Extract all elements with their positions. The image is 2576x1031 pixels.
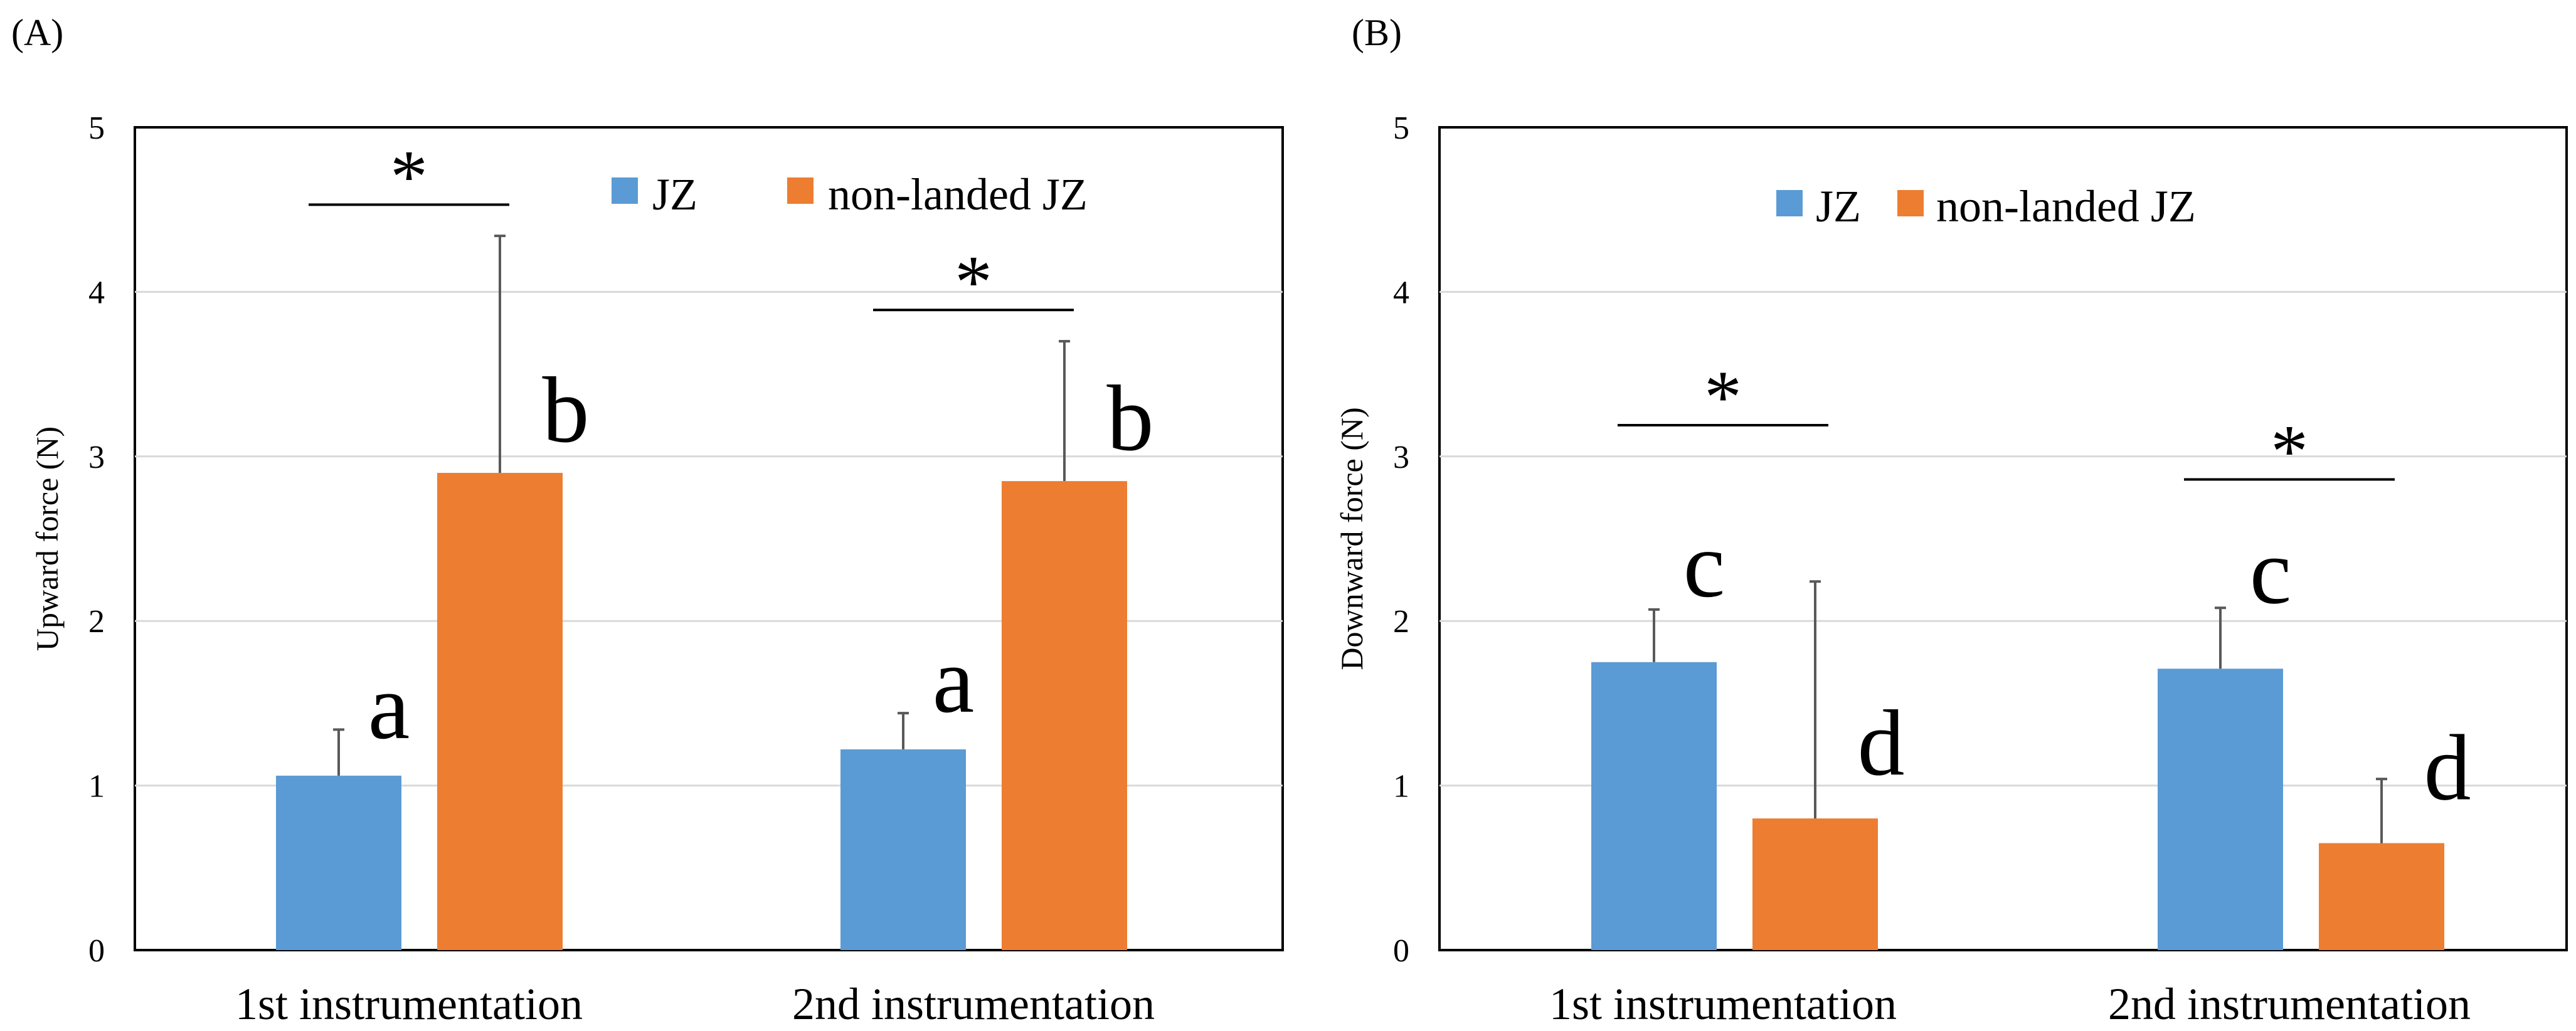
significance-letter: a bbox=[368, 655, 410, 759]
y-tick-label: 3 bbox=[1393, 440, 1409, 475]
legend-swatch-nonlanded-jz bbox=[1897, 190, 1924, 216]
bar-jz-1 bbox=[276, 775, 401, 950]
y-tick-label: 1 bbox=[88, 769, 105, 805]
legend-swatch-jz bbox=[1776, 190, 1803, 216]
bar-nonlanded-jz-1 bbox=[1752, 818, 1878, 950]
x-category-label: 2nd instrumentation bbox=[2108, 979, 2471, 1029]
y-tick-label: 1 bbox=[1393, 769, 1409, 805]
legend-label: non-landed JZ bbox=[828, 169, 1088, 219]
bar-nonlanded-jz-1 bbox=[437, 473, 563, 950]
x-category-label: 1st instrumentation bbox=[1549, 979, 1897, 1029]
y-tick-label: 0 bbox=[88, 933, 105, 969]
bar-jz-2 bbox=[2158, 669, 2283, 950]
y-axis-label: Downward force (N) bbox=[1334, 407, 1369, 670]
legend-label: non-landed JZ bbox=[1936, 181, 2196, 231]
x-category-label: 1st instrumentation bbox=[235, 979, 583, 1029]
significance-asterisk: * bbox=[955, 240, 992, 323]
bar-jz-1 bbox=[1591, 662, 1717, 950]
y-tick-label: 2 bbox=[1393, 604, 1409, 640]
legend-swatch-jz bbox=[612, 177, 638, 204]
y-tick-label: 3 bbox=[88, 440, 105, 475]
y-tick-label: 4 bbox=[1393, 275, 1409, 310]
significance-letter: a bbox=[933, 628, 975, 732]
x-category-label: 2nd instrumentation bbox=[792, 979, 1155, 1029]
panel-label: (B) bbox=[1352, 12, 1402, 53]
bar-nonlanded-jz-2 bbox=[2319, 843, 2444, 950]
y-tick-label: 4 bbox=[88, 275, 105, 310]
y-tick-label: 0 bbox=[1393, 933, 1409, 969]
panel-a: (A) 0 1 2 3 4 5 Upward force (N) 1st instrumenta… bbox=[11, 12, 1284, 1029]
significance-letter: b bbox=[543, 358, 590, 462]
significance-asterisk: * bbox=[390, 134, 428, 218]
significance-letter: d bbox=[2424, 716, 2471, 820]
significance-letter: b bbox=[1107, 366, 1154, 470]
bar-jz-2 bbox=[840, 749, 966, 950]
legend-swatch-nonlanded-jz bbox=[787, 177, 814, 204]
panel-b: (B) 0 1 2 3 4 5 Downward force (N) 1st instrumen… bbox=[1334, 12, 2568, 1029]
legend-label: JZ bbox=[1816, 181, 1861, 231]
y-tick-label: 5 bbox=[88, 110, 105, 146]
y-tick-label: 5 bbox=[1393, 110, 1409, 146]
bar-nonlanded-jz-2 bbox=[1002, 481, 1127, 950]
significance-letter: d bbox=[1858, 691, 1905, 795]
panel-label: (A) bbox=[11, 12, 63, 53]
significance-letter: c bbox=[2250, 519, 2292, 623]
significance-letter: c bbox=[1683, 513, 1725, 617]
y-axis-label: Upward force (N) bbox=[29, 426, 65, 651]
legend-label: JZ bbox=[652, 169, 697, 219]
significance-asterisk: * bbox=[1704, 355, 1742, 438]
significance-asterisk: * bbox=[2271, 410, 2308, 493]
y-tick-label: 2 bbox=[88, 604, 105, 640]
